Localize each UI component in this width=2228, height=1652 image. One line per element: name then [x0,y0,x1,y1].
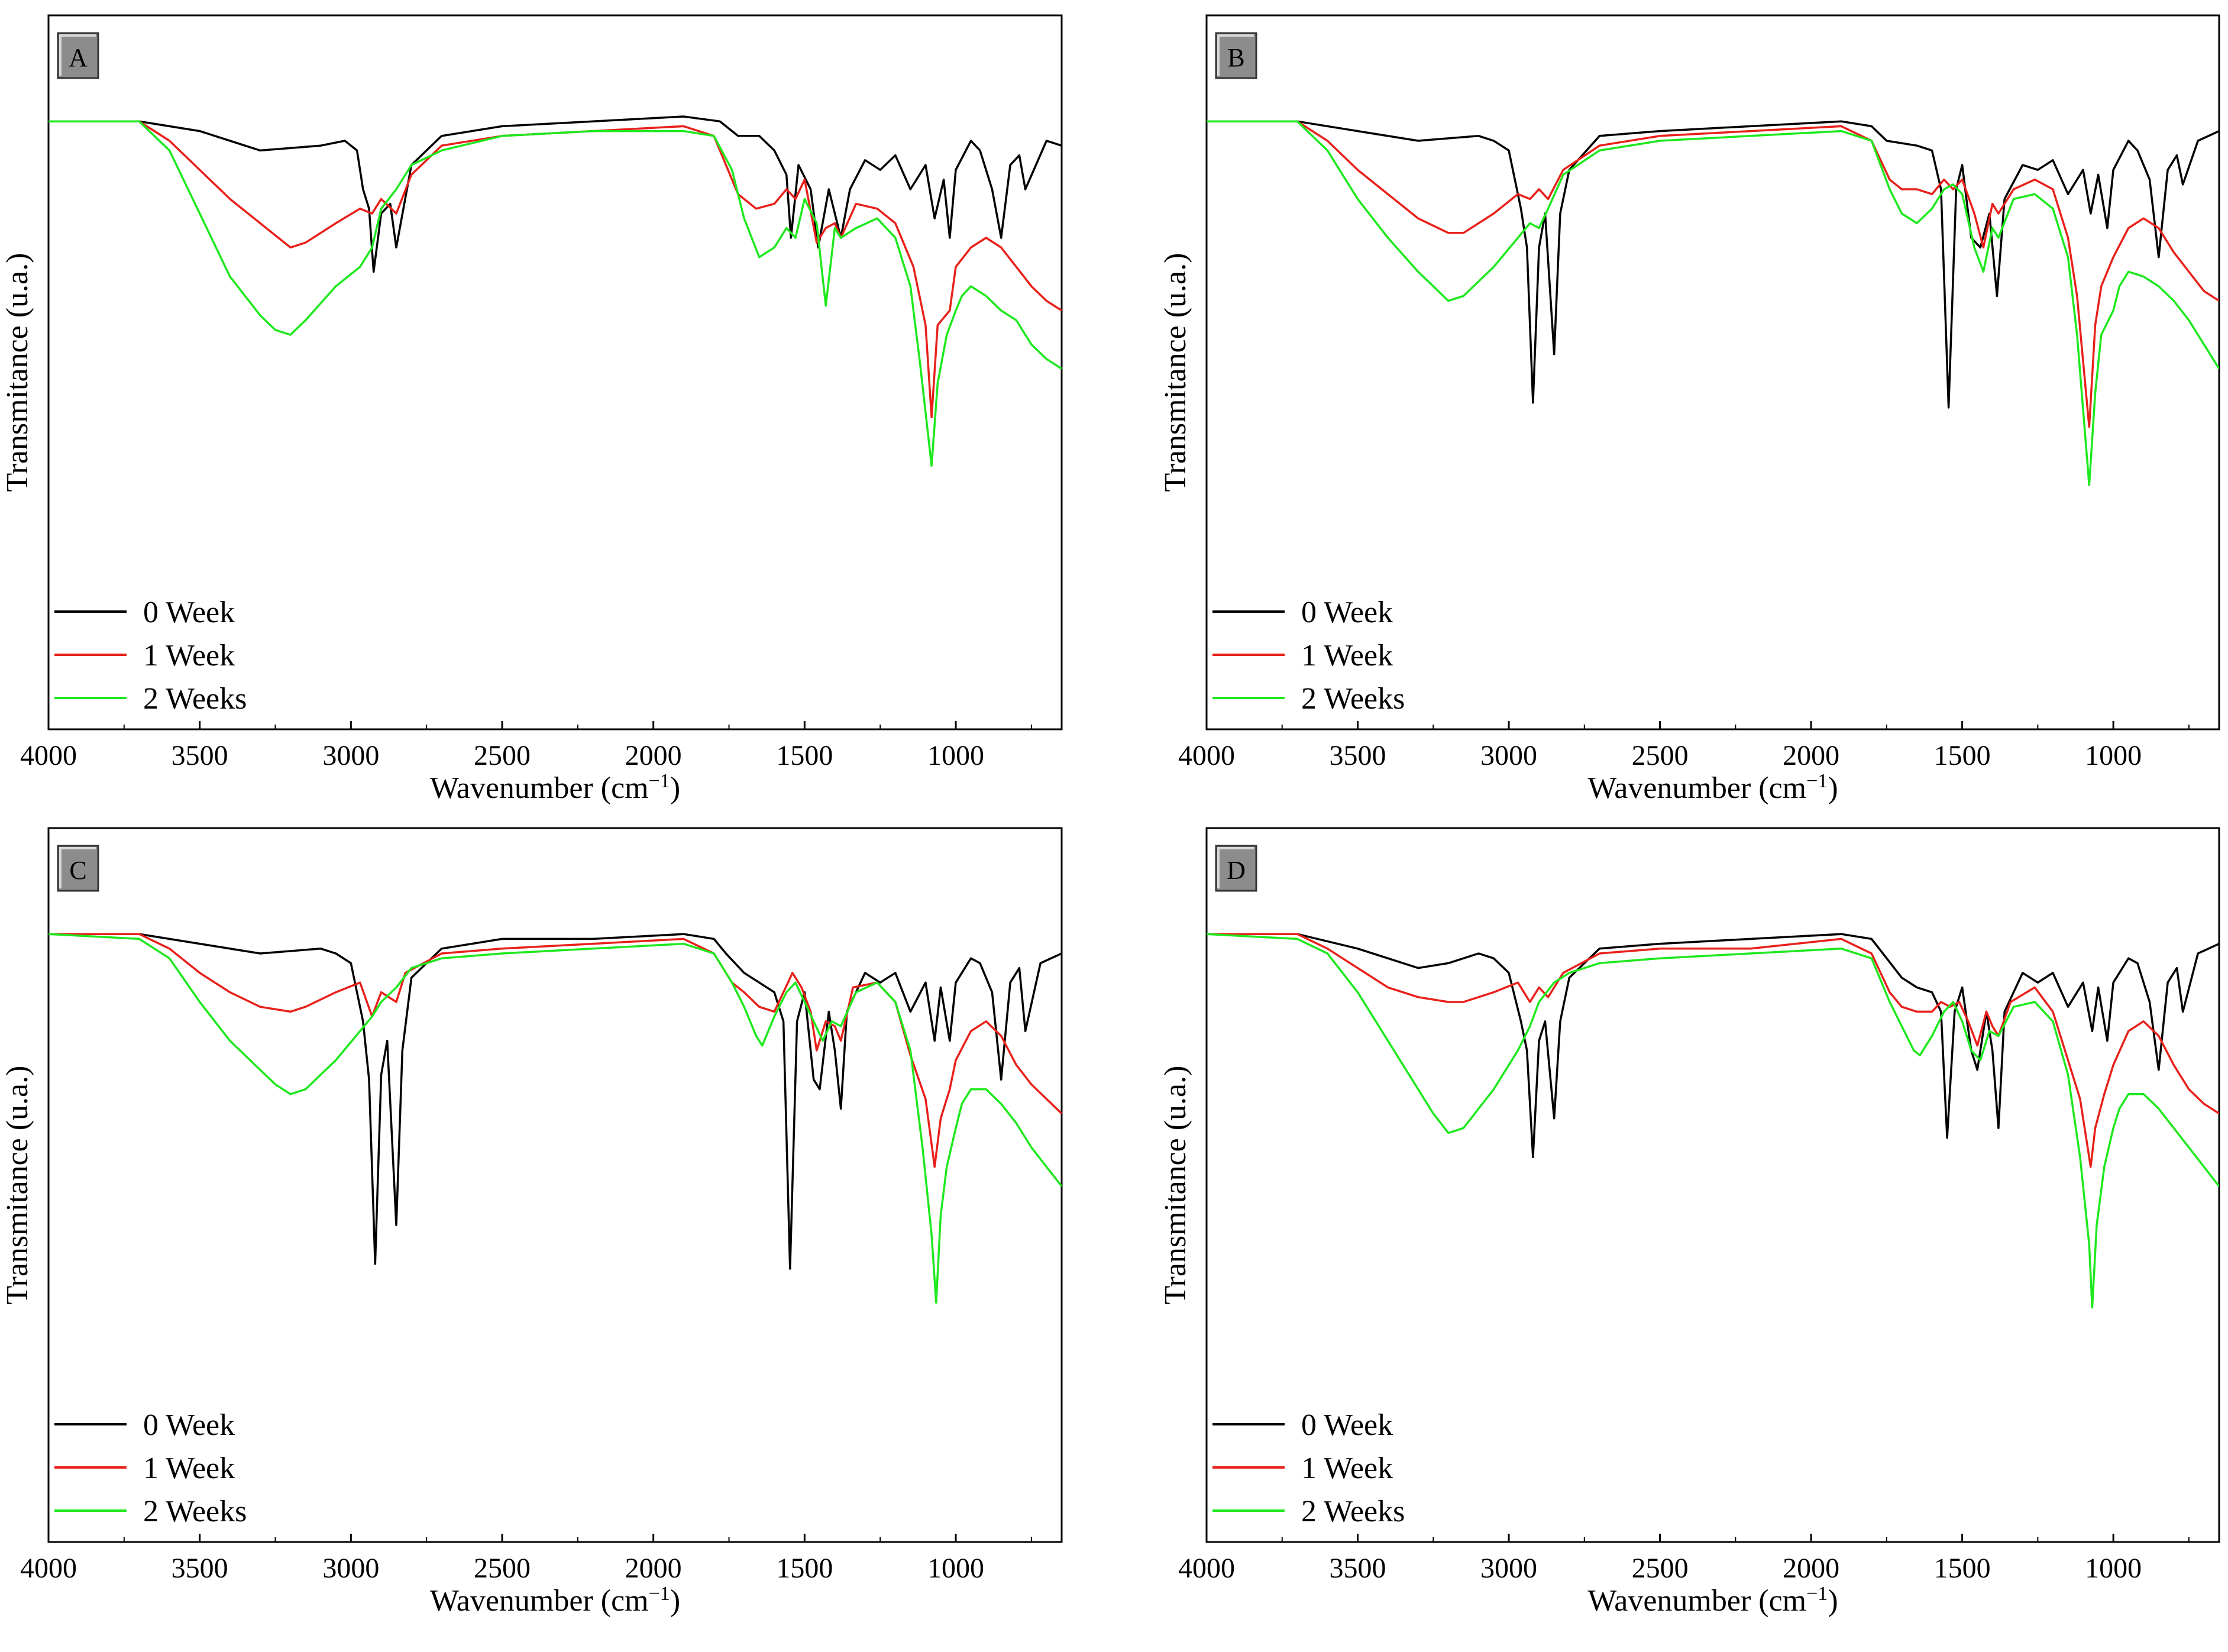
legend-label: 0 Week [1301,596,1393,629]
x-tick-label: 4000 [1178,1553,1235,1584]
x-axis-title-main: Wavenumber (cm [430,1584,649,1618]
plot-frame [47,14,1063,730]
panel-badge-highlight [1217,34,1254,76]
panel-letter: C [69,856,86,885]
panel-b: B 4000 3500 3000 2500 2000 1500 1000 Wavenumber … [1159,14,2220,806]
x-tick-label: 2000 [625,740,682,771]
y-axis-title: Transmitance (u.a.) [1159,1066,1192,1305]
x-tick-label: 2500 [1632,1553,1689,1584]
x-tick-label: 2500 [474,740,531,771]
x-tick-label: 1500 [776,1553,833,1584]
x-axis-title-exponent: −1 [649,770,670,792]
series-line-2-weeks [1207,933,2219,1309]
legend-label: 2 Weeks [1301,682,1405,716]
panel-badge [1215,32,1257,79]
series-line-0-week [48,933,1062,1270]
x-axis-title-main: Wavenumber (cm [1587,771,1806,805]
x-tick-label: 1000 [927,1553,984,1584]
panel-badge [57,32,99,79]
series-line-2-weeks [48,120,1062,467]
series-line-2-weeks [1207,120,2219,486]
panel-badge-highlight [59,847,96,888]
x-tick-label: 3000 [1480,1553,1537,1584]
panel-c: C 4000 3500 3000 2500 2000 1500 1000 Wavenumber … [1,827,1063,1618]
legend-label: 1 Week [143,639,235,673]
x-tick-label: 3500 [172,740,228,771]
x-axis-title-exponent: −1 [649,1583,670,1605]
x-tick-label: 4000 [20,1553,77,1584]
x-axis-title-close: ) [670,1584,680,1618]
series-line-2-weeks [48,933,1062,1304]
series-line-1-week [1207,933,2219,1168]
legend-label: 0 Week [1301,1408,1393,1442]
x-tick-label: 2000 [1783,1553,1839,1584]
panel-letter: A [69,43,88,72]
series-line-1-week [48,120,1062,419]
x-axis-title-close: ) [1828,1584,1838,1618]
panel-letter: D [1227,856,1246,885]
legend-label: 2 Weeks [1301,1495,1405,1528]
x-axis-title: Wavenumber (cm−1) [430,770,680,806]
panel-d: D 4000 3500 3000 2500 2000 1500 1000 Wavenumber … [1159,827,2220,1618]
x-tick-label: 1000 [2085,740,2142,771]
x-tick-label: 1500 [776,740,833,771]
panel-letter: B [1227,43,1244,72]
legend-label: 1 Week [1301,639,1393,673]
x-tick-label: 3500 [1330,1553,1386,1584]
x-axis-title-close: ) [670,771,680,805]
y-axis-title: Transmitance (u.a.) [1,253,34,492]
x-tick-label: 2000 [1783,740,1839,771]
series-line-1-week [1207,120,2219,428]
plot-frame [1205,14,2220,730]
x-tick-label: 3000 [1480,740,1537,771]
x-axis-title-main: Wavenumber (cm [1587,1584,1806,1618]
x-tick-label: 3000 [322,740,379,771]
x-tick-label: 3500 [172,1553,228,1584]
x-tick-label: 1000 [2085,1553,2142,1584]
series-line-1-week [48,933,1062,1168]
panel-badge-highlight [1217,847,1254,888]
legend-label: 0 Week [143,596,235,629]
panel-a: A 4000 3500 3000 2500 2000 1500 1000 Wavenumber … [1,14,1063,806]
panel-badge [1215,845,1257,892]
legend-label: 2 Weeks [143,682,247,716]
series-line-0-week [1207,120,2219,409]
x-tick-label: 2500 [474,1553,531,1584]
x-tick-label: 4000 [1178,740,1235,771]
series-line-0-week [48,115,1062,273]
x-axis-title: Wavenumber (cm−1) [1587,1583,1838,1618]
x-tick-label: 1500 [1934,1553,1991,1584]
x-axis-title-exponent: −1 [1806,770,1828,792]
y-axis-title: Transmitance (u.a.) [1,1066,34,1305]
x-axis-title: Wavenumber (cm−1) [430,1583,680,1618]
panel-badge [57,845,99,892]
legend-label: 1 Week [1301,1451,1393,1485]
x-axis-title-exponent: −1 [1806,1583,1828,1605]
x-tick-label: 2500 [1632,740,1689,771]
x-axis-title-main: Wavenumber (cm [430,771,649,805]
legend-label: 2 Weeks [143,1495,247,1528]
x-tick-label: 1500 [1934,740,1991,771]
legend-label: 0 Week [143,1408,235,1442]
x-tick-label: 1000 [927,740,984,771]
x-tick-label: 3500 [1330,740,1386,771]
x-axis-title: Wavenumber (cm−1) [1587,770,1838,806]
panel-badge-highlight [59,34,96,76]
x-tick-label: 2000 [625,1553,682,1584]
y-axis-title: Transmitance (u.a.) [1159,253,1192,492]
x-axis-title-close: ) [1828,771,1838,805]
x-tick-label: 3000 [322,1553,379,1584]
x-tick-label: 4000 [20,740,77,771]
series-line-0-week [1207,933,2219,1159]
legend-label: 1 Week [143,1451,235,1485]
